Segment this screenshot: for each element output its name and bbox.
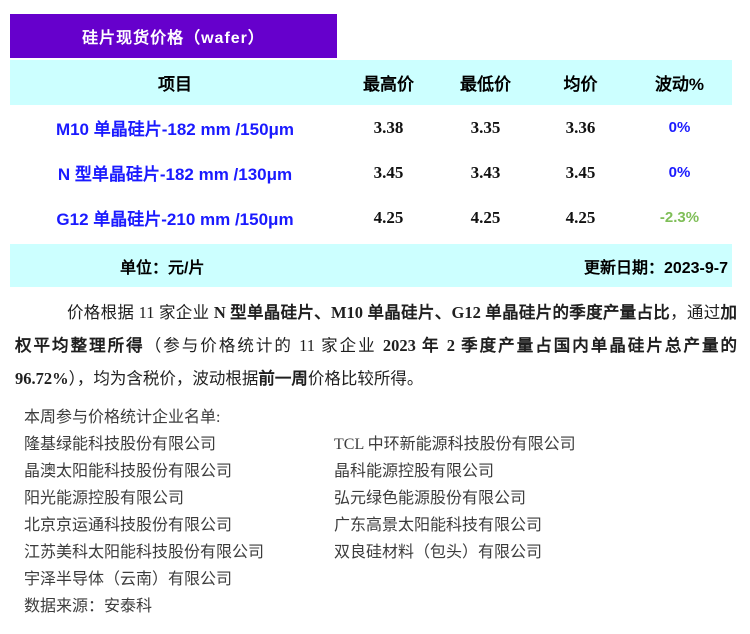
company-name: 晶澳太阳能科技股份有限公司 bbox=[24, 463, 233, 480]
report-title: 硅片现货价格（wafer） bbox=[82, 30, 265, 47]
row-change-value: 0% bbox=[668, 164, 691, 181]
data-source-label: 数据来源：安泰科 bbox=[24, 598, 153, 615]
row-avg-value: 4.25 bbox=[565, 207, 596, 227]
table-header-row: 项目 最高价 最低价 均价 波动% bbox=[10, 60, 732, 105]
row-item-label: N 型单晶硅片-182 mm /130μm bbox=[57, 165, 293, 184]
row-high-value: 3.38 bbox=[373, 117, 404, 137]
row-item-label: G12 单晶硅片-210 mm /150μm bbox=[56, 210, 294, 229]
column-header-low: 最低价 bbox=[460, 75, 511, 94]
row-item-label: M10 单晶硅片-182 mm /150μm bbox=[55, 120, 295, 139]
row-avg-value: 3.45 bbox=[565, 162, 596, 182]
table-row: N 型单晶硅片-182 mm /130μm 3.45 3.43 3.45 0% bbox=[10, 150, 732, 195]
methodology-note: 价格根据 11 家企业 N 型单晶硅片、M10 单晶硅片、G12 单晶硅片的季度… bbox=[15, 296, 737, 395]
company-name: 北京京运通科技股份有限公司 bbox=[24, 517, 233, 534]
row-high-value: 4.25 bbox=[373, 207, 404, 227]
note-segment: ），均为含税价，波动根据 bbox=[68, 369, 259, 388]
row-low-value: 3.43 bbox=[470, 162, 501, 182]
company-name: 广东高景太阳能科技有限公司 bbox=[334, 517, 543, 534]
company-name: 隆基绿能科技股份有限公司 bbox=[24, 436, 217, 453]
note-segment: 价格根据 11 家企业 bbox=[67, 303, 214, 322]
column-header-high: 最高价 bbox=[363, 75, 414, 94]
company-name: 江苏美科太阳能科技股份有限公司 bbox=[24, 544, 265, 561]
update-date-label: 更新日期：2023-9-7 bbox=[583, 259, 728, 277]
column-header-change: 波动% bbox=[654, 75, 705, 94]
note-segment: 价格比较所得。 bbox=[307, 369, 424, 388]
note-segment-bold: 2023 年 2 季度产量占国内单晶硅片总产量的 96.72% bbox=[15, 336, 738, 388]
company-row: 宇泽半导体（云南）有限公司 bbox=[24, 566, 734, 593]
note-segment: ，通过 bbox=[670, 303, 721, 322]
table-footer-row: 单位：元/片 更新日期：2023-9-7 bbox=[10, 244, 732, 287]
company-name: TCL 中环新能源科技股份有限公司 bbox=[334, 436, 576, 453]
table-row: G12 单晶硅片-210 mm /150μm 4.25 4.25 4.25 -2… bbox=[10, 195, 732, 240]
company-name: 晶科能源控股有限公司 bbox=[334, 463, 495, 480]
row-low-value: 3.35 bbox=[470, 117, 501, 137]
table-row: M10 单晶硅片-182 mm /150μm 3.38 3.35 3.36 0% bbox=[10, 105, 732, 150]
company-name: 双良硅材料（包头）有限公司 bbox=[334, 544, 543, 561]
company-row: 江苏美科太阳能科技股份有限公司 双良硅材料（包头）有限公司 bbox=[24, 539, 734, 566]
row-change-value: -2.3% bbox=[659, 209, 700, 226]
company-name bbox=[334, 566, 734, 593]
column-header-item: 项目 bbox=[158, 75, 192, 94]
company-name: 宇泽半导体（云南）有限公司 bbox=[24, 571, 233, 588]
row-change-value: 0% bbox=[668, 119, 691, 136]
row-high-value: 3.45 bbox=[373, 162, 404, 182]
participants-heading: 本周参与价格统计企业名单: bbox=[24, 409, 221, 426]
note-segment-bold: N 型单晶硅片、M10 单晶硅片、G12 单晶硅片的季度产量占比 bbox=[213, 303, 671, 322]
column-header-avg: 均价 bbox=[563, 75, 598, 94]
company-row: 隆基绿能科技股份有限公司 TCL 中环新能源科技股份有限公司 bbox=[24, 431, 734, 458]
company-row: 北京京运通科技股份有限公司 广东高景太阳能科技有限公司 bbox=[24, 512, 734, 539]
note-segment-bold: 加权平均整理所得 bbox=[15, 303, 738, 355]
unit-label: 单位：元/片 bbox=[120, 259, 205, 277]
row-low-value: 4.25 bbox=[470, 207, 501, 227]
company-name: 弘元绿色能源股份有限公司 bbox=[334, 490, 527, 507]
company-row: 阳光能源控股有限公司 弘元绿色能源股份有限公司 bbox=[24, 485, 734, 512]
participants-section: 本周参与价格统计企业名单: 隆基绿能科技股份有限公司 TCL 中环新能源科技股份… bbox=[24, 404, 734, 620]
company-name: 阳光能源控股有限公司 bbox=[24, 490, 185, 507]
report-title-banner: 硅片现货价格（wafer） bbox=[10, 14, 337, 58]
row-avg-value: 3.36 bbox=[565, 117, 596, 137]
company-row: 晶澳太阳能科技股份有限公司 晶科能源控股有限公司 bbox=[24, 458, 734, 485]
note-segment: （参与价格统计的 11 家企业 bbox=[144, 336, 383, 355]
note-segment-bold: 前一周 bbox=[258, 369, 308, 388]
wafer-price-table: 项目 最高价 最低价 均价 波动% M10 单晶硅片-182 mm /150μm… bbox=[10, 60, 732, 240]
